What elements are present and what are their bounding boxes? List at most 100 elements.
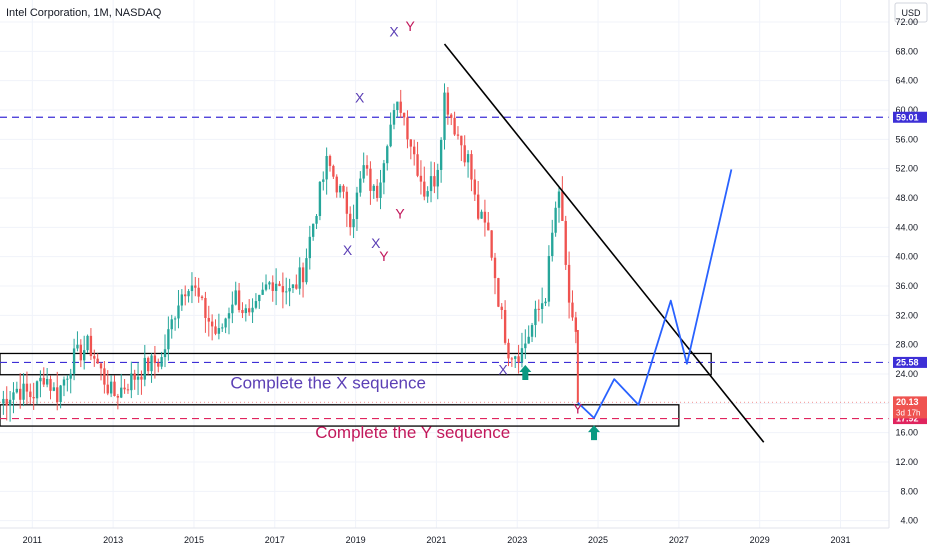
candle-body (194, 285, 197, 288)
candle-body (72, 348, 76, 374)
trendline (443, 43, 765, 443)
candle-body (480, 211, 483, 219)
y-tick-label: 68.00 (895, 46, 918, 56)
candle-body (295, 284, 298, 289)
y-tick-label: 12.00 (895, 457, 918, 467)
candle-body (446, 92, 450, 115)
price-tag (893, 111, 927, 123)
candle-body (534, 308, 537, 326)
candle-body (190, 285, 194, 292)
candle-body (551, 232, 554, 257)
price-tag-label: 25.58 (896, 357, 919, 367)
y-tick-label: 36.00 (895, 281, 918, 291)
candle-body (200, 296, 204, 298)
candle-body (338, 185, 342, 193)
wave-label: Y (379, 248, 389, 264)
candle-body (29, 391, 32, 398)
candle-body (261, 289, 264, 295)
arrow-up-icon (519, 365, 532, 380)
x-axis[interactable]: 2011 2013 2015 2017 2019 2021 2023 2025 2027 2029… (0, 527, 889, 545)
candle-body (207, 317, 210, 322)
y-axis-background (889, 0, 932, 550)
y-axis[interactable]: 72.00 68.00 64.00 60.00 56.00 52.00 48.00 44.00… (888, 0, 932, 550)
candle-body (349, 213, 352, 228)
candle-body (574, 317, 578, 332)
annotations: Complete the X sequence Complete the Y se… (230, 374, 510, 442)
x-tick-label: 2017 (265, 535, 285, 545)
candle-body (490, 230, 493, 258)
candle-body (419, 175, 423, 182)
candle-body (52, 387, 56, 391)
arrow-up-icon (588, 425, 601, 441)
candle-body (69, 373, 72, 379)
candle-body (466, 154, 470, 163)
currency-label[interactable]: USD (901, 8, 921, 18)
candle-body (187, 291, 190, 297)
candle-body (231, 304, 234, 314)
candle-body (76, 344, 79, 349)
arrow-markers (519, 365, 601, 441)
candle-body (510, 358, 514, 360)
candle-body (325, 155, 328, 180)
candle-body (268, 282, 271, 285)
candle-body (197, 287, 200, 297)
candle-body (210, 321, 214, 327)
annotation-text: Complete the X sequence (230, 374, 426, 393)
candle-body (113, 381, 116, 396)
wave-label: X (498, 362, 508, 378)
candle-body (103, 368, 106, 385)
candle-body (150, 355, 153, 372)
candle-body (45, 378, 49, 385)
candle-body (281, 286, 285, 293)
candle-body (547, 256, 551, 302)
candle-body (564, 220, 567, 265)
projection-line (577, 169, 733, 419)
candle-body (167, 329, 170, 350)
candle-body (369, 168, 372, 191)
candle-body (355, 192, 359, 220)
candle-body (470, 154, 473, 180)
candle-body (227, 313, 231, 319)
candle-body (507, 342, 510, 359)
candle-body (517, 356, 520, 363)
candle-body (32, 397, 35, 399)
candle-body (214, 326, 217, 334)
candle-body (409, 139, 413, 147)
candle-body (359, 178, 362, 193)
candle-body (49, 378, 52, 391)
projection-path (577, 169, 733, 419)
candlestick-series (2, 83, 579, 422)
candle-body (59, 385, 62, 402)
x-tick-label: 2023 (507, 535, 527, 545)
candle-body (136, 376, 140, 380)
candle-body (439, 139, 443, 170)
wave-label: X (343, 242, 353, 258)
candle-body (493, 257, 497, 279)
candle-body (146, 357, 150, 372)
y-tick-label: 72.00 (895, 17, 918, 27)
candle-body (453, 117, 456, 135)
candle-body (204, 297, 207, 318)
candle-body (476, 194, 480, 219)
candle-body (308, 236, 311, 259)
candle-body (298, 267, 301, 289)
candle-body (379, 182, 382, 198)
candle-body (473, 179, 476, 195)
candle-body (318, 181, 322, 216)
candle-body (450, 114, 453, 118)
candle-body (271, 282, 274, 291)
x-tick-label: 2019 (346, 535, 366, 545)
candle-body (530, 325, 534, 337)
candle-body (426, 191, 429, 197)
candle-body (460, 135, 463, 146)
candle-body (170, 319, 173, 330)
candle-body (2, 398, 5, 404)
candle-body (436, 169, 439, 187)
wave-label: Y (395, 206, 405, 222)
candle-body (140, 376, 143, 380)
candle-body (514, 356, 517, 359)
y-tick-label: 8.00 (900, 486, 918, 496)
candle-body (463, 145, 466, 163)
candle-body (62, 379, 66, 386)
